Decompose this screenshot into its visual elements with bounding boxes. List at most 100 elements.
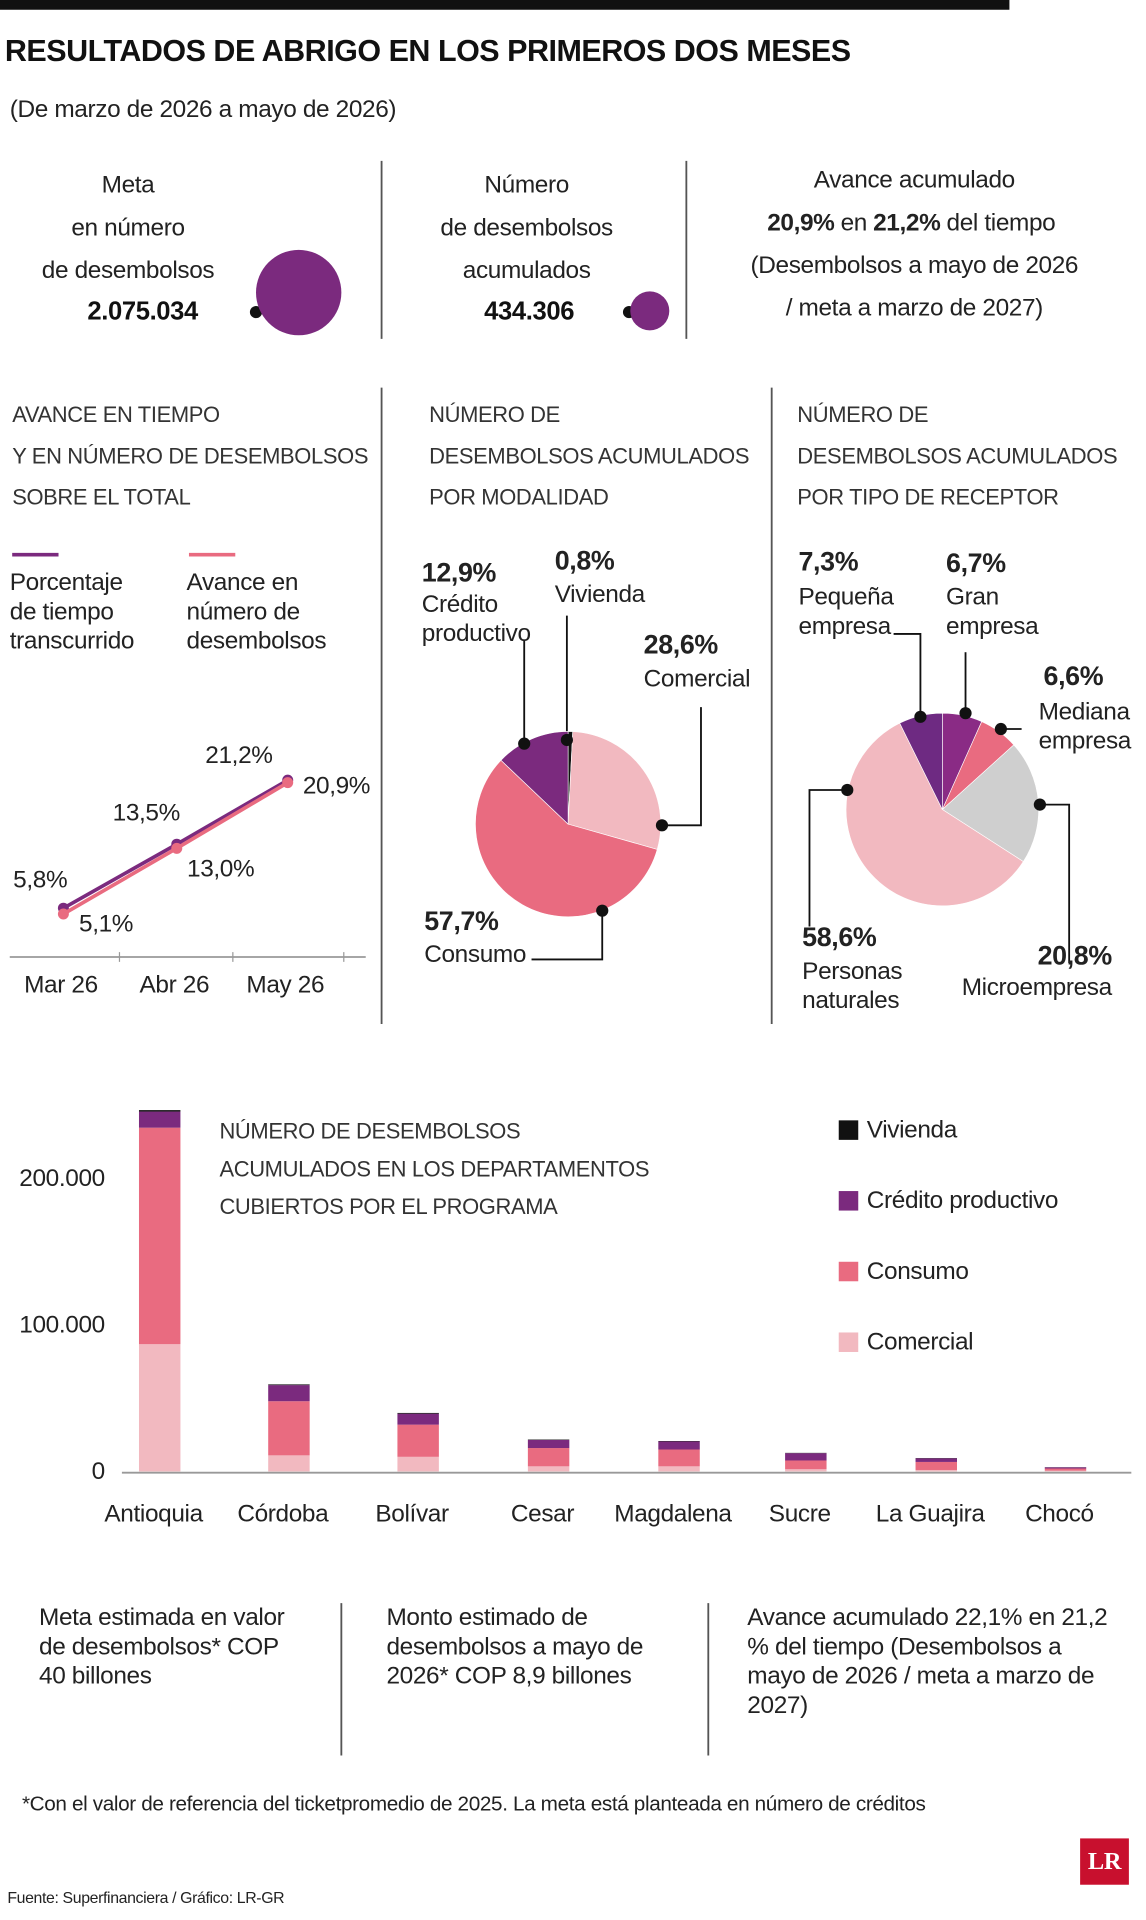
category-label: Personas naturales [802,958,903,1015]
legend-swatch [838,1191,859,1211]
x-tick-label: Chocó [1025,1500,1094,1528]
footnote: *Con el valor de referencia del ticketpr… [21,1792,926,1816]
category-label: Consumo [424,941,527,968]
stat-text: Número [484,171,569,199]
data-label: 57,7% [424,905,499,937]
legend-label: Avance en número de desembolsos [186,569,327,655]
x-tick-label: Sucre [768,1500,831,1528]
pie [845,712,1039,907]
dot [518,737,531,750]
bar-segment [1044,1468,1087,1471]
chart-title: Y EN NÚMERO DE DESEMBOLSOS [12,443,369,469]
chart-title: CUBIERTOS POR EL PROGRAMA [219,1194,558,1220]
stat-text: acumulados [462,257,591,285]
bar-segment [658,1449,700,1467]
stat-text: de desembolsos [41,257,215,285]
dot [596,904,609,917]
x-tick-label: May 26 [246,971,325,999]
chart-title: AVANCE EN TIEMPO [12,402,220,427]
stat-part: del tiempo [946,209,1056,237]
pie-slice [500,731,569,825]
chart-title: NÚMERO DE DESEMBOLSOS [219,1119,521,1144]
pie-slice [845,722,1024,907]
chart-title: POR MODALIDAD [429,485,609,510]
x-tick-label: Mar 26 [24,971,98,999]
note: Monto estimado de desembolsos a mayo de … [386,1604,644,1690]
point [282,777,294,789]
legend-swatch [838,1261,859,1282]
category-label: Crédito productivo [421,591,531,648]
data-label: 13,0% [186,855,255,883]
dot [249,305,263,319]
leader [893,633,922,717]
bar-segment [915,1461,957,1470]
legend-swatch [838,1120,859,1140]
y-tick-label: 100.000 [19,1311,105,1339]
subtitle: (De marzo de 2026 a mayo de 2026) [9,96,397,124]
bar-segment [268,1384,310,1386]
stat-part: 21,2% [873,209,941,237]
source: Fuente: Superfinanciera / Gráfico: LR-GR [7,1888,285,1907]
legend-label: Porcentaje de tiempo transcurrido [9,569,135,655]
bar-segment [915,1458,957,1462]
note: Avance acumulado 22,1% en 21,2 % del tie… [747,1604,1108,1719]
bar-segment [138,1110,181,1112]
leader-dots [518,707,1046,917]
data-label: 6,6% [1043,660,1104,692]
x-tick-label: La Guajira [875,1500,985,1528]
bar-segment [1044,1467,1087,1469]
bar-segment [397,1412,439,1414]
x-tick-label: Magdalena [614,1500,732,1528]
category-label: Mediana empresa [1038,698,1132,755]
stat-text: / meta a marzo de 2027) [785,295,1044,322]
bar-segment [785,1460,827,1470]
layout [0,0,1132,1756]
point [57,908,69,920]
stat-value: 2.075.034 [87,297,198,326]
chart-title: POR TIPO DE RECEPTOR [797,485,1059,510]
stat-text: Avance acumulado [813,167,1015,194]
data-label: 58,6% [802,921,877,953]
data-label: 5,1% [79,910,134,938]
top-rule [0,0,1010,10]
pie-slice [567,731,662,850]
data-label: 6,7% [946,547,1006,578]
x-tick-label: Cesar [510,1500,575,1528]
bubble [256,249,342,336]
legend-label: Consumo [866,1258,969,1285]
chart-title: DESEMBOLSOS ACUMULADOS [429,443,750,469]
bar-segment [1044,1470,1087,1472]
data-label: 21,2% [205,742,273,770]
category-label: Microempresa [961,974,1112,1001]
bar-segment [268,1385,310,1402]
title: RESULTADOS DE ABRIGO EN LOS PRIMEROS DOS… [4,34,851,69]
legend-label: Comercial [866,1328,974,1356]
category-label: Vivienda [554,581,646,609]
chart-title: NÚMERO DE [797,402,929,427]
bar-segment [658,1466,700,1472]
bar-segment [138,1344,181,1472]
note: Meta estimada en valor de desembolsos* C… [39,1604,285,1690]
x-tick-label: Antioquia [104,1500,203,1528]
bar-segment [785,1453,827,1461]
data-label: 20,8% [1037,939,1113,971]
data-label: 20,9% [302,772,371,800]
data-label: 5,8% [13,866,68,894]
data-label: 13,5% [112,800,181,828]
bar-segment [138,1111,181,1128]
dot [959,707,972,720]
stat-text: en número [71,214,185,242]
legend-swatch [838,1332,859,1352]
bubble [630,291,670,331]
bar-segment [527,1466,570,1472]
dot [841,783,854,797]
dot [560,733,573,747]
point [171,842,183,854]
y-tick-label: 200.000 [19,1165,105,1193]
stat-part: en [840,209,868,237]
bar-segment [397,1413,439,1425]
leader [1039,803,1071,964]
x-tick-label: Bolívar [375,1500,449,1528]
